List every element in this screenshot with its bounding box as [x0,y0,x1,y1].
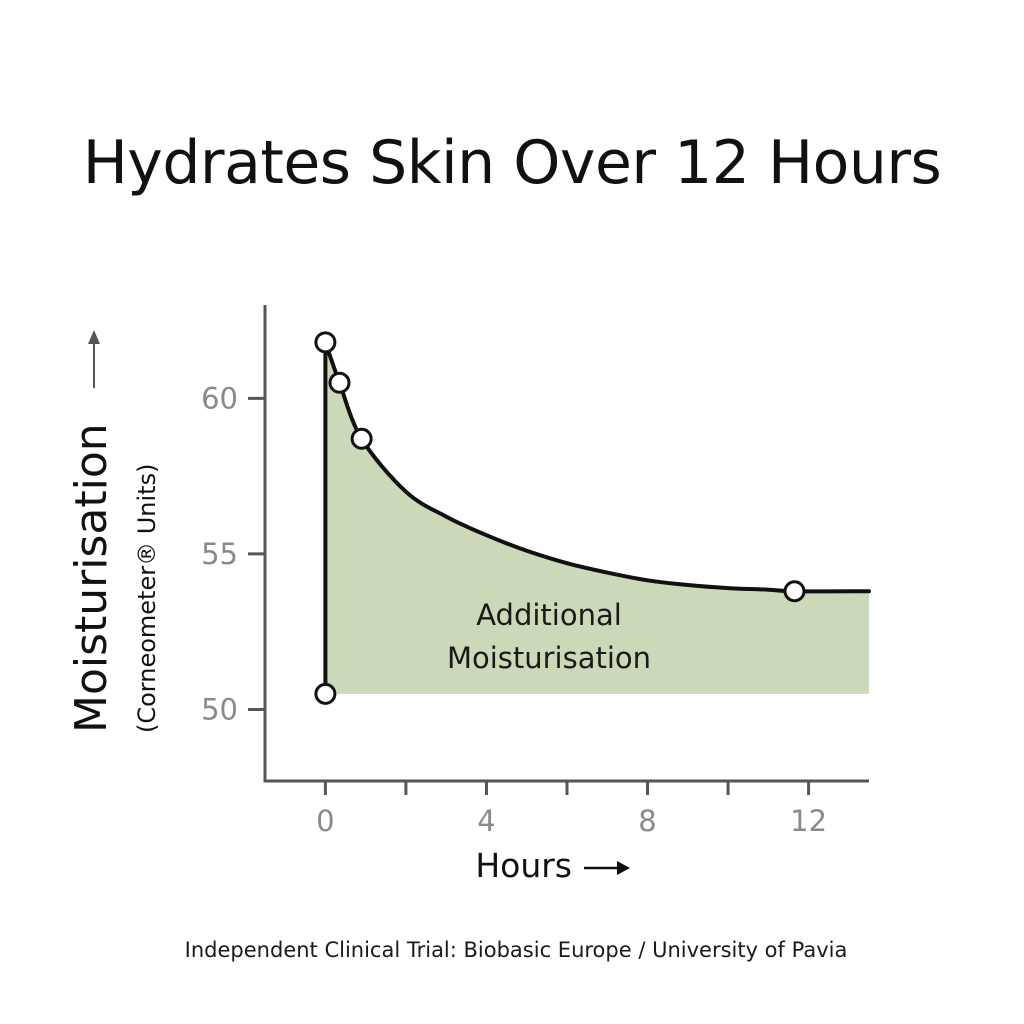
moisturisation-area [325,342,869,694]
y-tick-label: 60 [201,381,238,415]
data-point [314,682,337,705]
data-point [314,331,337,354]
annotation-line-2: Moisturisation [447,641,651,675]
point-layer [314,331,806,705]
data-point [328,371,351,394]
moisturisation-curve [323,340,871,594]
x-axis-arrow-icon [584,861,630,875]
y-axis-arrow-icon [88,330,100,388]
curve-layer [323,340,871,694]
data-point [783,580,806,603]
y-tick-label: 55 [201,537,238,571]
area-layer [325,342,869,694]
x-axis-label: Hours [475,846,572,885]
x-tick-label: 12 [790,804,827,838]
x-tick-label: 0 [316,804,334,838]
source-note: Independent Clinical Trial: Biobasic Eur… [184,938,848,962]
annotation-line-1: Additional [476,598,622,632]
y-axis-label: Moisturisation [66,423,117,733]
data-point [350,427,373,450]
axis-layer: 50 55 60 0 4 8 12 [201,305,869,838]
chart-title: Hydrates Skin Over 12 Hours [82,128,942,198]
x-tick-label: 8 [638,804,656,838]
y-axis-sublabel: (Corneometer® Units) [133,464,161,733]
x-tick-label: 4 [477,804,495,838]
label-layer: Additional Moisturisation Hours Moisturi… [66,330,651,885]
y-tick-label: 50 [201,692,238,726]
